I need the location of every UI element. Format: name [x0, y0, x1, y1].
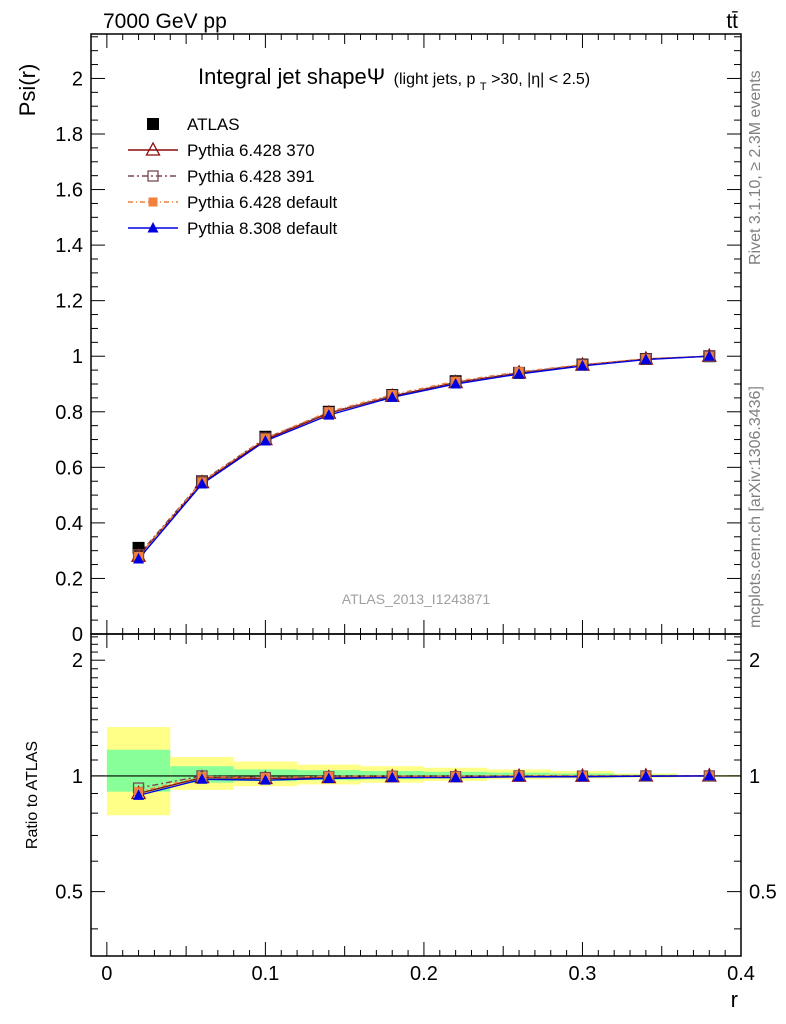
main-data-point: [450, 378, 462, 389]
inner-uncertainty-band: [106, 749, 171, 792]
x-tick-labels: 0 0.1 0.2 0.3 0.4: [101, 963, 755, 985]
ratio-data-point: [576, 770, 588, 782]
main-data-point: [576, 359, 588, 371]
ratio-plot-frame: [90, 633, 742, 957]
legend-marker: [148, 197, 158, 207]
ratio-y-tick-label: 2: [72, 650, 83, 672]
x-tick-label: 0.1: [251, 963, 279, 985]
main-y-tick-labels: 0 0.2 0.4 0.6 0.8 1 1.2 1.4 1.6 1.8 2: [55, 68, 83, 646]
legend-label: ATLAS: [187, 115, 240, 134]
ratio-panel: 0.5 0.51 12 2 0 0.1 0.2 0.3 0.4 Ratio to ATLAS …: [24, 633, 777, 1012]
main-data-point: [513, 368, 525, 379]
x-tick-label: 0: [101, 963, 112, 985]
legend-label: Pythia 6.428 391: [187, 167, 315, 186]
ratio-y-tick-label-right: 1: [749, 766, 760, 788]
rivet-version-label: Rivet 3.1.10, ≥ 2.3M events: [747, 70, 764, 265]
collision-energy-label: 7000 GeV pp: [103, 10, 227, 33]
ratio-data-point: [196, 773, 208, 784]
main-y-tick-label: 0.2: [55, 568, 83, 590]
ratio-y-tick-label: 1: [72, 766, 83, 788]
main-data-point: [323, 409, 335, 420]
main-y-tick-label: 1.4: [55, 235, 83, 257]
ratio-y-tick-label-right: 2: [749, 650, 760, 672]
chart-title-sub-rest: >30, |η| < 2.5): [491, 71, 590, 88]
ratio-y-tick-labels: 0.5 0.5 1 1 2 2: [55, 650, 777, 903]
ratio-series-line: [138, 774, 710, 793]
ratio-data-point: [513, 770, 525, 782]
legend-marker: [145, 141, 161, 156]
main-y-tick-label: 1: [72, 346, 83, 368]
main-series-line: [138, 355, 710, 556]
legend-label: Pythia 6.428 370: [187, 141, 315, 160]
legend-marker: [147, 222, 159, 233]
chart-title-subscript: T: [480, 81, 487, 93]
ratio-data-point: [703, 769, 715, 781]
ratio-data-point: [640, 770, 652, 781]
main-data-point: [386, 391, 398, 402]
ratio-data-point: [259, 774, 271, 785]
legend-marker: [147, 170, 159, 182]
main-series-line: [138, 355, 710, 557]
analysis-watermark: ATLAS_2013_I1243871: [342, 591, 491, 607]
ratio-data-point: [386, 771, 398, 783]
ratio-data-point: [133, 789, 145, 800]
main-series-line: [138, 355, 710, 560]
main-y-tick-label: 0.6: [55, 457, 83, 479]
main-y-tick-label: 0.4: [55, 513, 83, 535]
process-label: tt̄: [726, 10, 738, 33]
main-axis-ticks: [91, 34, 742, 635]
legend-marker: [147, 118, 159, 130]
x-axis-label: r: [731, 987, 738, 1012]
main-series-line: [138, 355, 710, 557]
main-panel: 0 0.2 0.4 0.6 0.8 1 1.2 1.4 1.6 1.8 2 Psi(r) Integ…: [15, 33, 742, 646]
chart-title-main: Integral jet shapeΨ: [198, 64, 385, 89]
x-tick-label: 0.4: [727, 963, 755, 985]
main-series: [130, 347, 717, 564]
legend: ATLAS Pythia 6.428 370 Pythia 6.428 391 Pyt…: [128, 115, 338, 238]
ratio-axis-ticks: [91, 634, 742, 956]
main-y-tick-label: 0.8: [55, 402, 83, 424]
ratio-series: [130, 767, 717, 800]
main-y-tick-label: 1.6: [55, 180, 83, 202]
x-tick-label: 0.2: [410, 963, 438, 985]
main-y-tick-label: 1.2: [55, 291, 83, 313]
main-y-tick-label: 0: [72, 624, 83, 646]
legend-label: Pythia 6.428 default: [187, 193, 338, 212]
main-data-point: [196, 478, 208, 489]
main-data-point: [640, 353, 652, 365]
chart-title: Integral jet shapeΨ (light jets, p T >30…: [198, 64, 590, 94]
main-y-axis-label: Psi(r): [15, 64, 40, 117]
legend-label: Pythia 8.308 default: [187, 219, 338, 238]
mcplots-label: mcplots.cern.ch [arXiv:1306.3436]: [747, 386, 764, 628]
ratio-y-tick-label-right: 0.5: [749, 882, 777, 904]
main-data-point: [133, 553, 145, 564]
ratio-data-point: [323, 772, 335, 783]
main-data-point: [259, 434, 271, 446]
main-data-point: [703, 350, 715, 361]
main-y-tick-label: 2: [72, 68, 83, 90]
ratio-series-line: [138, 775, 710, 797]
ratio-y-axis-label: Ratio to ATLAS: [24, 741, 41, 849]
ratio-y-tick-label: 0.5: [55, 882, 83, 904]
x-tick-label: 0.3: [569, 963, 597, 985]
ratio-data-point: [450, 771, 462, 783]
main-y-tick-label: 1.8: [55, 124, 83, 146]
chart-title-sub: (light jets, p: [394, 71, 476, 88]
